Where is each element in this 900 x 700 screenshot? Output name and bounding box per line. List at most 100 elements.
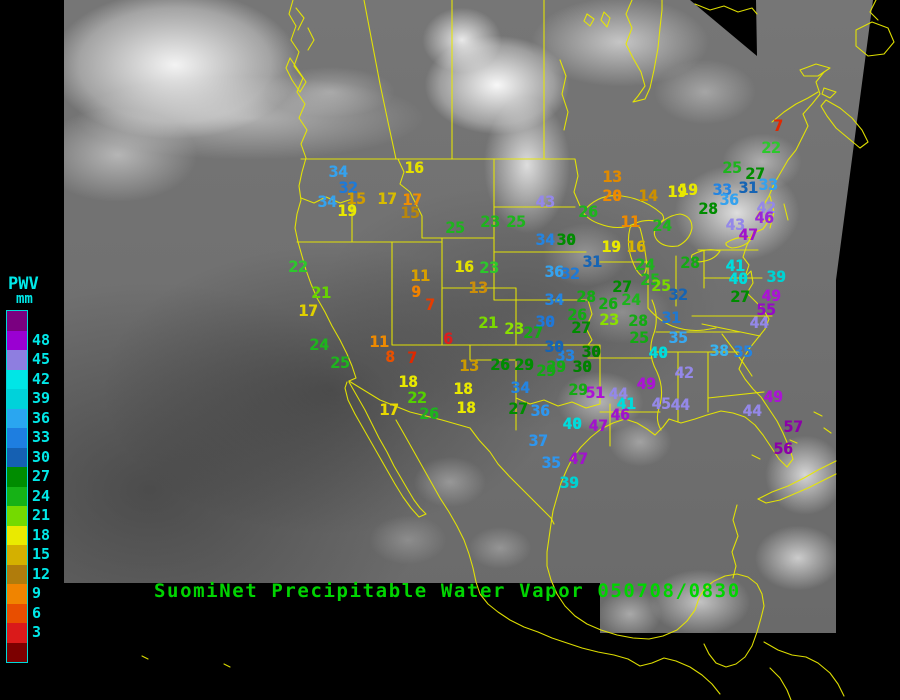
station-value: 9 [411, 282, 421, 301]
station-value: 23 [480, 212, 500, 231]
legend-swatch [7, 428, 27, 448]
station-value: 30 [581, 342, 601, 361]
station-value: 28 [576, 287, 596, 306]
station-value: 16 [626, 237, 646, 256]
station-value: 33 [758, 175, 778, 194]
legend-label: 48 [32, 330, 51, 349]
station-value: 49 [636, 374, 656, 393]
legend-swatch [7, 545, 27, 565]
station-value: 40 [648, 343, 668, 362]
station-value: 34 [317, 192, 337, 211]
station-value: 24 [652, 216, 672, 235]
station-value: 19 [678, 180, 698, 199]
station-value: 17 [379, 400, 399, 419]
station-value: 17 [377, 189, 397, 208]
station-value: 56 [773, 439, 793, 458]
station-value: 16 [454, 257, 474, 276]
station-value: 42 [674, 363, 694, 382]
station-value: 39 [766, 267, 786, 286]
station-value: 32 [560, 264, 580, 283]
station-value: 18 [456, 398, 476, 417]
station-value: 8 [385, 347, 395, 366]
legend-label [32, 643, 50, 663]
station-value: 19 [601, 237, 621, 256]
station-value: 18 [453, 379, 473, 398]
station-value: 29 [546, 357, 566, 376]
station-value: 27 [745, 164, 765, 183]
legend-swatch [7, 486, 27, 506]
station-value: 11 [410, 266, 430, 285]
station-value: 15 [400, 203, 420, 222]
station-value: 26 [419, 404, 439, 423]
station-value: 40 [728, 269, 748, 288]
station-value: 22 [407, 388, 427, 407]
station-value: 25 [629, 328, 649, 347]
station-value: 23 [479, 258, 499, 277]
station-value: 44 [742, 401, 762, 420]
station-value: 31 [582, 252, 602, 271]
legend-label: 39 [32, 389, 51, 407]
station-value: 42 [756, 198, 776, 217]
legend-swatch [7, 350, 27, 370]
legend-swatch [7, 369, 27, 389]
station-value: 35 [668, 328, 688, 347]
station-value: 49 [761, 286, 781, 305]
station-value: 41 [725, 256, 745, 275]
station-value: 49 [763, 387, 783, 406]
station-value: 47 [738, 225, 758, 244]
station-value: 29 [514, 355, 534, 374]
station-value: 26 [578, 202, 598, 221]
station-value: 19 [667, 182, 687, 201]
legend-swatch [7, 603, 27, 623]
station-value: 24 [309, 335, 329, 354]
station-value: 44 [608, 384, 628, 403]
station-value: 36 [719, 190, 739, 209]
station-value: 47 [568, 449, 588, 468]
station-value: 27 [523, 323, 543, 342]
station-value: 37 [528, 431, 548, 450]
station-value: 18 [398, 372, 418, 391]
station-value: 24 [621, 290, 641, 309]
station-value: 26 [490, 355, 510, 374]
station-value: 19 [337, 201, 357, 220]
legend-label: 45 [32, 350, 51, 368]
station-value: 13 [602, 167, 622, 186]
legend-swatch [7, 311, 27, 331]
legend-label: 9 [32, 584, 42, 602]
station-value: 44 [749, 313, 769, 332]
station-value: 17 [402, 190, 422, 209]
station-value: 7 [773, 116, 783, 135]
station-value: 27 [508, 399, 528, 418]
station-value: 43 [535, 192, 555, 211]
station-value: 13 [459, 356, 479, 375]
station-value: 45 [651, 394, 671, 413]
station-value: 34 [535, 230, 555, 249]
station-value: 25 [640, 270, 660, 289]
station-value: 27 [571, 318, 591, 337]
legend-swatch [7, 584, 27, 604]
station-value: 39 [559, 473, 579, 492]
station-value: 36 [544, 262, 564, 281]
station-value: 20 [602, 186, 622, 205]
station-value: 43 [725, 215, 745, 234]
legend-label: 6 [32, 603, 42, 622]
station-value: 16 [404, 158, 424, 177]
station-value: 7 [425, 295, 435, 314]
station-value: 25 [506, 212, 526, 231]
station-value: 30 [572, 357, 592, 376]
legend-swatch [7, 525, 27, 545]
legend-label: 36 [32, 408, 51, 427]
legend-units: mm [16, 291, 33, 307]
station-value: 22 [288, 257, 308, 276]
station-value: 33 [712, 180, 732, 199]
station-value: 25 [330, 353, 350, 372]
station-value: 31 [661, 308, 681, 327]
station-value: 30 [544, 337, 564, 356]
station-value: 21 [311, 283, 331, 302]
station-value: 34 [544, 290, 564, 309]
legend-label: 42 [32, 369, 51, 388]
legend-swatch [7, 564, 27, 584]
station-value: 38 [709, 341, 729, 360]
legend-labels: 48 45 42 39 36 33 30 27 24 21 18 15 12 9 6 3 [32, 311, 50, 662]
